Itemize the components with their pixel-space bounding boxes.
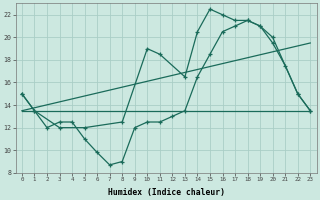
X-axis label: Humidex (Indice chaleur): Humidex (Indice chaleur): [108, 188, 225, 197]
